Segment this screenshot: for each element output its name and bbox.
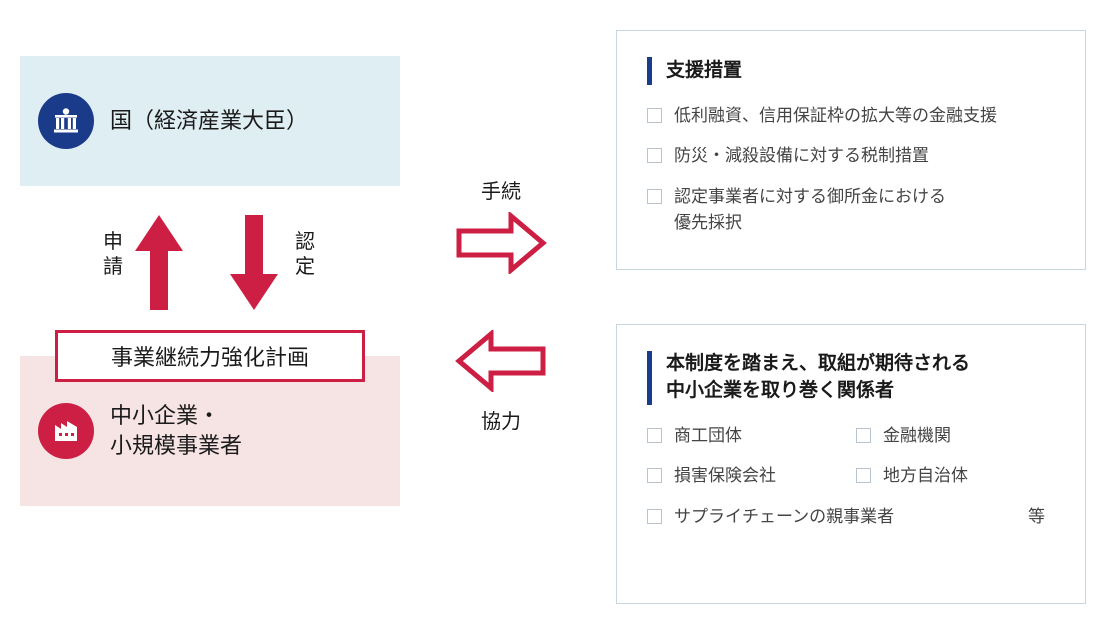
list-item: 防災・減殺設備に対する税制措置 xyxy=(647,143,1055,169)
checkbox-icon xyxy=(647,428,662,443)
factory-icon xyxy=(38,403,94,459)
checkbox-icon xyxy=(647,509,662,524)
checkbox-icon xyxy=(647,189,662,204)
support-panel-header: 支援措置 xyxy=(647,57,1055,85)
list-item: 認定事業者に対する御所金における 優先採択 xyxy=(647,184,1055,237)
left-column: 国（経済産業大臣） 中小企業・ 小規模事業者 xyxy=(20,56,400,506)
list-item: 損害保険会社 xyxy=(647,463,846,489)
checkbox-icon xyxy=(647,148,662,163)
government-box: 国（経済産業大臣） xyxy=(20,56,400,186)
arrow-up-label: 申 請 xyxy=(98,230,128,280)
arrow-left-group: 協力 xyxy=(455,330,547,434)
etc-suffix: 等 xyxy=(1028,504,1055,530)
stakeholders-panel-header: 本制度を踏まえ、取組が期待される 中小企業を取り巻く関係者 xyxy=(647,351,1055,405)
list-item: サプライチェーンの親事業者 等 xyxy=(647,504,1055,530)
list-item: 地方自治体 xyxy=(856,463,1055,489)
list-item: 商工団体 xyxy=(647,423,846,449)
government-icon xyxy=(38,93,94,149)
arrow-right-label: 手続 xyxy=(455,175,547,204)
arrow-down-label: 認 定 xyxy=(290,230,320,280)
arrow-right-group: 手続 xyxy=(455,175,547,279)
sme-label: 中小企業・ 小規模事業者 xyxy=(110,401,242,460)
government-label: 国（経済産業大臣） xyxy=(110,106,308,136)
checkbox-icon xyxy=(647,108,662,123)
plan-label: 事業継続力強化計画 xyxy=(111,340,309,372)
accent-bar-icon xyxy=(647,351,652,405)
support-panel-title: 支援措置 xyxy=(666,58,742,85)
arrow-down-icon xyxy=(230,215,278,310)
accent-bar-icon xyxy=(647,57,652,85)
arrow-left-label: 協力 xyxy=(455,405,547,434)
checkbox-icon xyxy=(856,468,871,483)
list-item: 低利融資、信用保証枠の拡大等の金融支援 xyxy=(647,103,1055,129)
plan-box: 事業継続力強化計画 xyxy=(55,330,365,382)
checkbox-icon xyxy=(856,428,871,443)
checkbox-icon xyxy=(647,468,662,483)
stakeholders-panel: 本制度を踏まえ、取組が期待される 中小企業を取り巻く関係者 商工団体 金融機関 … xyxy=(616,324,1086,604)
list-item: 金融機関 xyxy=(856,423,1055,449)
support-panel: 支援措置 低利融資、信用保証枠の拡大等の金融支援 防災・減殺設備に対する税制措置… xyxy=(616,30,1086,270)
stakeholders-grid: 商工団体 金融機関 損害保険会社 地方自治体 サプライチェーンの親事業者 等 xyxy=(647,423,1055,544)
support-list: 低利融資、信用保証枠の拡大等の金融支援 防災・減殺設備に対する税制措置 認定事業… xyxy=(647,103,1055,236)
arrow-left-icon xyxy=(455,330,547,392)
arrow-up-icon xyxy=(135,215,183,310)
stakeholders-panel-title: 本制度を踏まえ、取組が期待される 中小企業を取り巻く関係者 xyxy=(666,351,970,404)
arrow-right-icon xyxy=(455,212,547,274)
